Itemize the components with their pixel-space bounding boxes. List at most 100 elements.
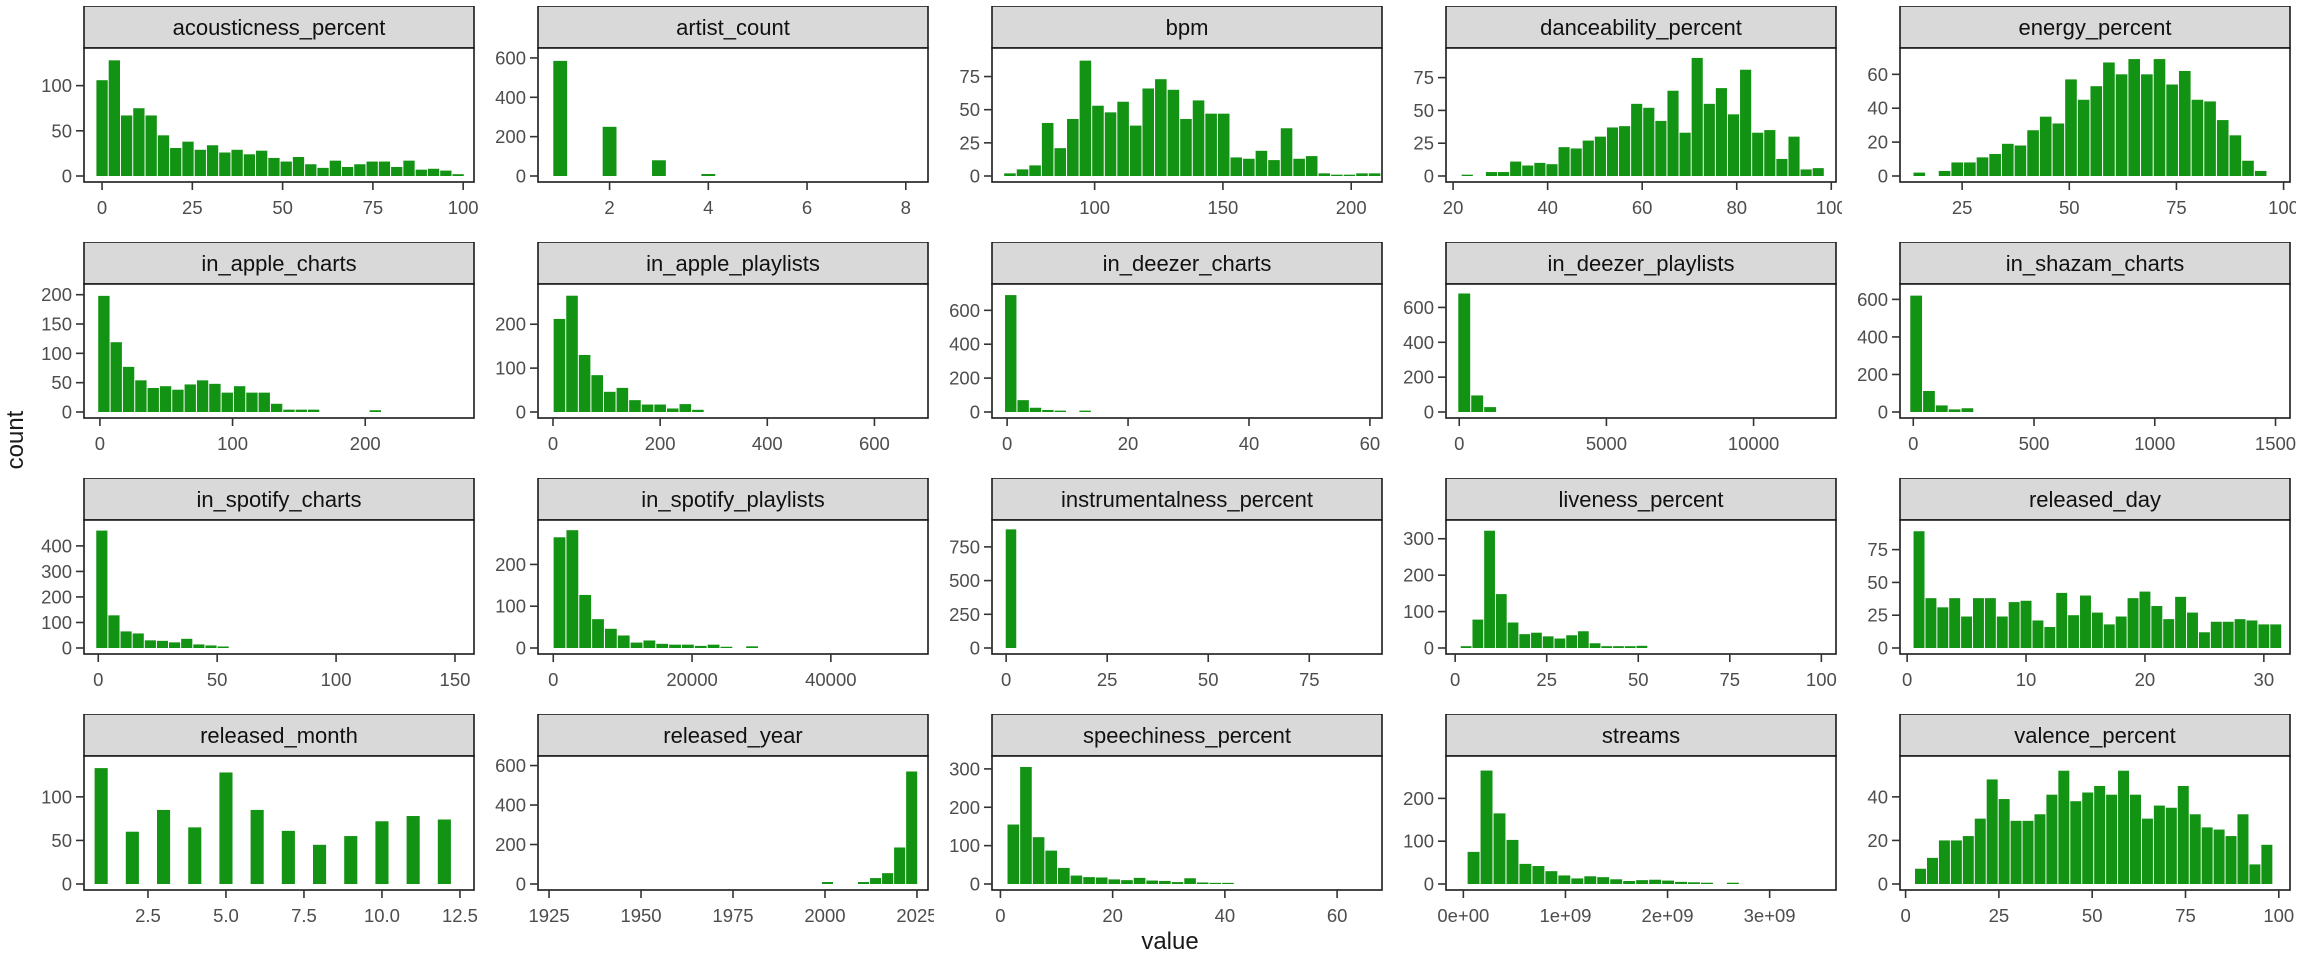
histogram-bars (1004, 60, 1381, 176)
facet-panel-border (991, 755, 1383, 891)
facet-panel-artist_count: artist_count 0 200 400 600 2 4 6 8 (495, 6, 929, 218)
histogram-bars (1913, 531, 2282, 648)
x-tick-label: 40 (1537, 197, 1558, 218)
x-tick-label: 200 (645, 433, 676, 454)
x-axis-title: value (1141, 928, 1199, 955)
x-tick-label: 600 (859, 433, 890, 454)
facet-panel-in_shazam_charts: in_shazam_charts 0 200 400 600 0 500 1000 1500 (1857, 242, 2296, 454)
x-tick-label: 75 (2175, 905, 2196, 926)
x-tick-label: 100 (321, 669, 352, 690)
histogram-bars (553, 295, 704, 412)
facet-strip (1899, 478, 2291, 521)
y-tick-label: 0 (516, 402, 526, 423)
x-tick-label: 8 (901, 197, 911, 218)
x-tick-label: 10 (2016, 669, 2037, 690)
y-tick-label: 400 (495, 87, 526, 108)
facet-title: speechiness_percent (1083, 723, 1291, 748)
histogram-bars (553, 530, 758, 648)
x-tick-label: 200 (350, 433, 381, 454)
x-tick-label: 20 (1118, 433, 1139, 454)
histogram-bars (1913, 59, 2267, 176)
facet-plot-area (1446, 284, 1836, 418)
y-tick-label: 0 (1878, 402, 1888, 423)
facet-plot-area (538, 284, 928, 418)
facet-strip (83, 242, 475, 285)
x-tick-label: 150 (1207, 197, 1238, 218)
y-tick-label: 200 (1403, 367, 1434, 388)
histogram-bars (1915, 770, 2273, 884)
y-tick-label: 200 (495, 554, 526, 575)
facet-panel-border (83, 283, 475, 419)
x-tick-label: 2025 (896, 905, 934, 926)
facet-panel-in_apple_playlists: in_apple_playlists 0 100 200 0 200 400 600 (495, 242, 929, 454)
histogram-bars (553, 60, 716, 176)
y-tick-label: 200 (495, 834, 526, 855)
y-tick-label: 300 (949, 758, 980, 779)
facet-strip (991, 6, 1383, 49)
x-tick-label: 100 (448, 197, 479, 218)
y-tick-label: 50 (51, 372, 72, 393)
y-tick-label: 75 (959, 66, 980, 87)
y-tick-label: 200 (1403, 788, 1434, 809)
y-tick-label: 400 (41, 535, 72, 556)
x-tick-label: 100 (1079, 197, 1110, 218)
y-tick-label: 75 (1867, 539, 1888, 560)
x-tick-label: 0 (95, 433, 105, 454)
facet-panel-liveness_percent: liveness_percent 0 100 200 300 0 25 50 75 100 (1403, 478, 1837, 690)
facet-title: in_spotify_playlists (641, 487, 824, 512)
facet-strip (83, 478, 475, 521)
x-tick-label: 40000 (805, 669, 856, 690)
y-tick-label: 0 (1878, 874, 1888, 895)
histogram-bars (1005, 529, 1017, 648)
y-tick-label: 200 (41, 586, 72, 607)
x-tick-label: 2e+09 (1642, 905, 1694, 926)
y-tick-label: 500 (949, 570, 980, 591)
facet-panel-border (1899, 283, 2291, 419)
facet-panel-border (1445, 519, 1837, 655)
histogram-bars (1007, 766, 1234, 884)
x-tick-label: 3e+09 (1744, 905, 1796, 926)
y-tick-label: 50 (1413, 100, 1434, 121)
y-tick-label: 600 (1403, 297, 1434, 318)
x-tick-label: 400 (752, 433, 783, 454)
y-tick-label: 150 (41, 314, 72, 335)
facet-title: in_spotify_charts (196, 487, 361, 512)
y-tick-label: 50 (959, 99, 980, 120)
facet-panel-border (991, 519, 1383, 655)
facet-panel-border (83, 47, 475, 183)
x-tick-label: 75 (363, 197, 384, 218)
x-tick-label: 0 (1001, 669, 1011, 690)
y-tick-label: 200 (1857, 364, 1888, 385)
x-tick-label: 150 (440, 669, 471, 690)
x-tick-label: 2000 (804, 905, 845, 926)
facet-title: in_apple_charts (201, 251, 356, 276)
y-tick-label: 0 (62, 402, 72, 423)
facet-strip (1445, 714, 1837, 757)
histogram-bars (1005, 295, 1091, 412)
y-tick-label: 300 (1403, 528, 1434, 549)
facet-panel-instrumentalness_percent: instrumentalness_percent 0 250 500 750 0 25 50 7… (949, 478, 1383, 690)
x-tick-label: 0 (1450, 669, 1460, 690)
x-tick-label: 75 (1299, 669, 1320, 690)
histogram-bars (1460, 530, 1648, 648)
y-tick-label: 400 (1403, 332, 1434, 353)
y-tick-label: 0 (1424, 874, 1434, 895)
x-tick-label: 0 (995, 905, 1005, 926)
x-tick-label: 0 (1900, 905, 1910, 926)
facet-panel-in_spotify_playlists: in_spotify_playlists 0 100 200 0 20000 40000 (495, 478, 929, 690)
facet-title: streams (1602, 723, 1680, 748)
y-tick-label: 40 (1867, 786, 1888, 807)
facet-title: valence_percent (2014, 723, 2175, 748)
facet-panel-border (1899, 47, 2291, 183)
facet-plot-area (992, 284, 1382, 418)
y-tick-label: 0 (970, 638, 980, 659)
x-tick-label: 20 (2135, 669, 2156, 690)
y-tick-label: 300 (41, 561, 72, 582)
y-tick-label: 600 (1857, 289, 1888, 310)
facet-panel-released_day: released_day 0 25 50 75 0 10 20 30 (1867, 478, 2291, 690)
facet-panel-in_spotify_charts: in_spotify_charts 0 100 200 300 400 0 50 100 150 (41, 478, 475, 690)
x-tick-label: 60 (1632, 197, 1653, 218)
x-tick-label: 60 (1360, 433, 1381, 454)
y-tick-label: 200 (949, 368, 980, 389)
x-tick-label: 25 (1952, 197, 1973, 218)
